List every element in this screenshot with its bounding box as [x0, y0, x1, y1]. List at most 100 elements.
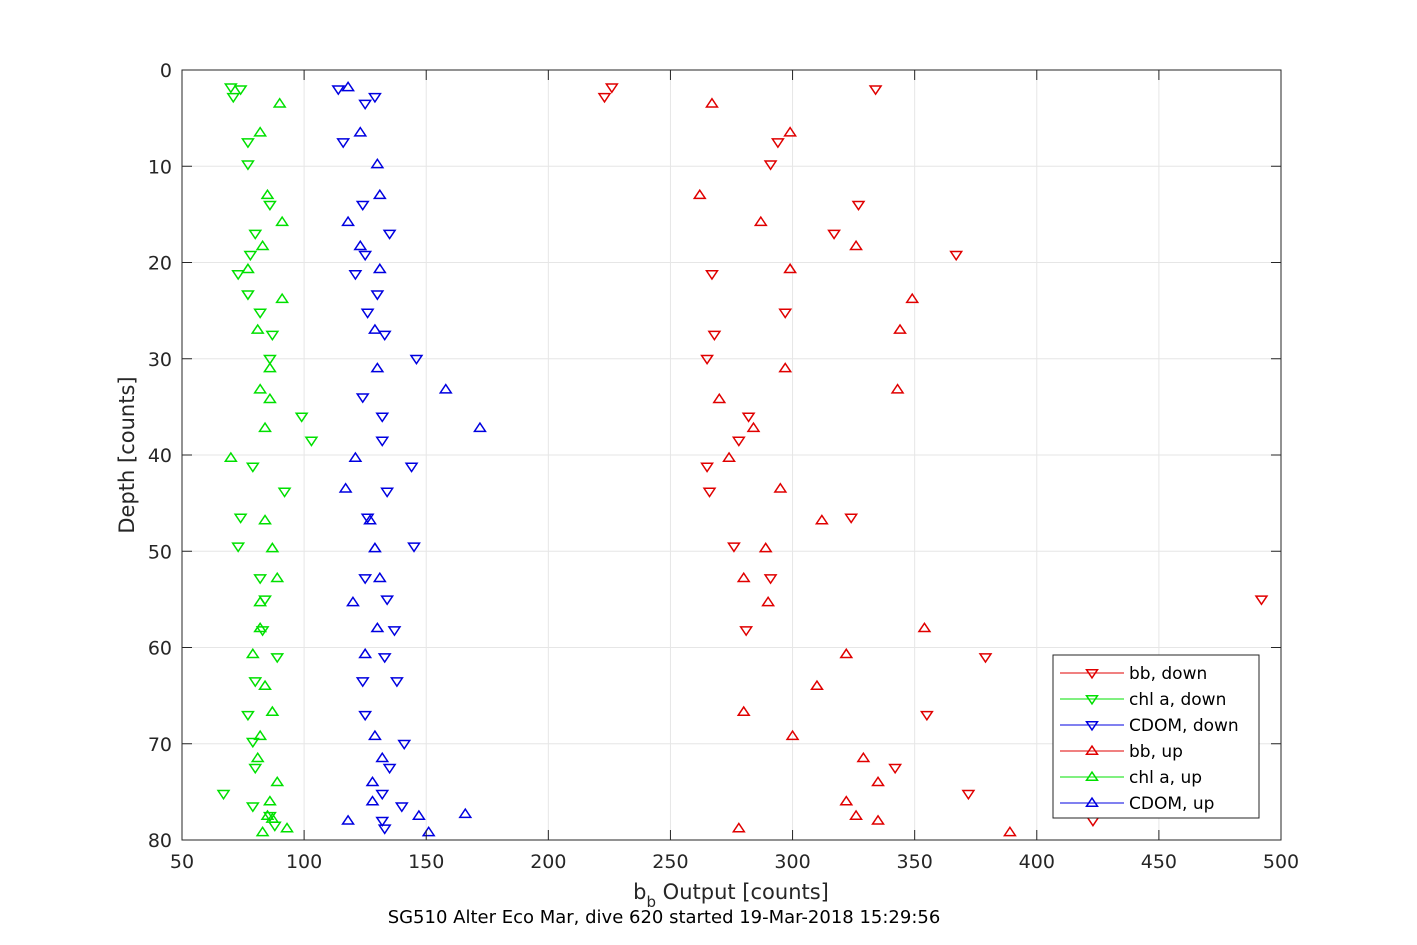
data-point — [241, 262, 255, 274]
x-axis-label-main: b — [633, 880, 646, 904]
data-point — [355, 677, 370, 688]
data-point — [375, 436, 390, 447]
data-point — [739, 626, 754, 637]
data-point — [363, 514, 377, 525]
legend-label: chl a, down — [1129, 690, 1226, 710]
data-point — [919, 710, 934, 722]
data-point — [1003, 825, 1017, 837]
y-tick-label: 40 — [148, 445, 172, 467]
data-point — [397, 739, 412, 751]
data-point — [341, 814, 355, 825]
data-point — [223, 83, 238, 94]
data-point — [949, 250, 964, 262]
data-point — [265, 542, 280, 553]
data-point — [771, 138, 785, 149]
data-point — [758, 542, 773, 553]
data-point — [233, 513, 248, 524]
data-point — [255, 825, 270, 837]
data-point — [336, 138, 351, 149]
y-tick-label: 80 — [148, 830, 172, 852]
data-point — [360, 513, 375, 524]
data-point — [736, 571, 751, 583]
data-point — [245, 802, 260, 813]
data-point — [253, 595, 268, 607]
legend-box — [1052, 654, 1260, 819]
data-point — [893, 323, 907, 334]
y-tick-label: 0 — [160, 60, 172, 82]
legend-marker — [1085, 796, 1099, 808]
data-point — [270, 653, 285, 664]
x-axis-label-rest: Output [counts] — [656, 880, 829, 904]
data-point — [722, 451, 736, 462]
figure-caption: SG510 Alter Eco Mar, dive 620 started 19… — [388, 907, 941, 928]
data-point — [253, 383, 268, 394]
data-point — [372, 571, 387, 583]
data-point — [365, 775, 380, 787]
legend-label: bb, up — [1129, 742, 1183, 762]
data-point — [731, 436, 746, 447]
data-point — [263, 354, 277, 366]
y-tick-label: 30 — [148, 349, 172, 371]
data-point — [331, 85, 346, 96]
data-point — [871, 775, 885, 787]
data-point — [223, 451, 238, 462]
data-point — [241, 290, 255, 301]
data-point — [245, 737, 260, 749]
data-point — [231, 270, 246, 281]
data-point — [390, 677, 404, 688]
x-tick-label: 250 — [652, 851, 688, 873]
data-point — [851, 200, 866, 212]
data-point — [358, 574, 373, 585]
data-point — [353, 126, 368, 137]
data-point — [358, 710, 373, 722]
legend: bb, down chl a, down CDOM, down bb, up chl a… — [1052, 654, 1260, 819]
data-point — [856, 751, 871, 763]
data-point — [253, 729, 268, 741]
data-point — [849, 809, 863, 820]
data-point — [255, 239, 270, 251]
data-point — [341, 81, 355, 92]
data-point — [241, 138, 255, 149]
x-tick-label: 350 — [897, 851, 933, 873]
legend-marker — [1085, 668, 1099, 680]
data-point — [741, 412, 756, 423]
data-point — [241, 710, 255, 722]
series-cdom-up — [338, 81, 487, 837]
data-point — [810, 679, 824, 691]
data-point — [458, 807, 473, 819]
legend-marker — [1085, 770, 1099, 782]
y-tick-label: 50 — [148, 541, 172, 563]
data-point — [785, 729, 800, 741]
data-point — [368, 323, 382, 334]
data-point — [260, 188, 275, 200]
data-point — [700, 354, 714, 366]
legend-label: CDOM, up — [1129, 794, 1214, 814]
data-point — [226, 92, 241, 104]
data-point — [707, 330, 722, 341]
data-point — [778, 308, 793, 319]
y-tick-label: 60 — [148, 638, 172, 660]
data-point — [746, 421, 761, 433]
data-point — [849, 239, 863, 251]
data-point — [700, 462, 714, 473]
data-point — [368, 92, 382, 104]
data-point — [355, 200, 370, 212]
data-point — [270, 775, 285, 787]
series-cdom-down — [331, 85, 424, 835]
data-point — [705, 97, 719, 108]
data-point — [727, 542, 741, 553]
data-point — [1254, 595, 1269, 606]
data-point — [827, 229, 841, 240]
data-point — [702, 487, 717, 498]
x-tick-label: 100 — [286, 851, 322, 873]
series-chl-a-up — [223, 97, 294, 837]
data-point — [871, 814, 885, 825]
data-point — [380, 595, 395, 606]
data-points — [216, 81, 1269, 837]
data-point — [375, 789, 390, 801]
data-point — [705, 270, 719, 281]
data-point — [258, 679, 272, 691]
data-point — [377, 330, 392, 341]
data-point — [248, 229, 263, 240]
